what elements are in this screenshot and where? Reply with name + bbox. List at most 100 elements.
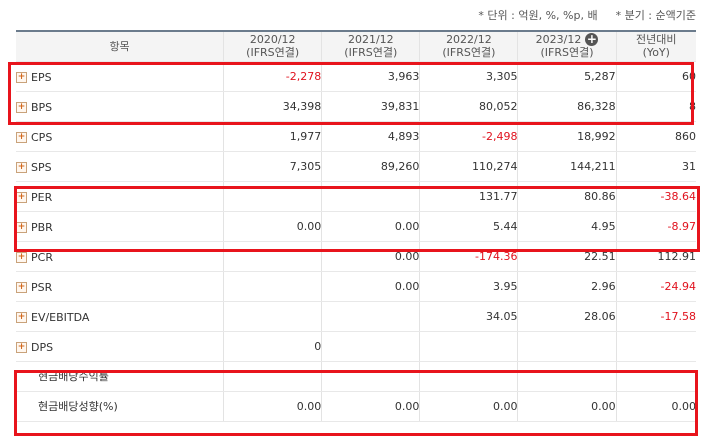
table-row: + PBR 0.00 0.00 5.44 4.95 -8.97	[16, 211, 696, 242]
row-label-cell[interactable]: + PCR	[16, 241, 225, 272]
value-cell: 0.00	[321, 241, 421, 272]
table-row: 현금배당수익률	[16, 361, 696, 392]
value-cell: 112.91	[616, 241, 696, 272]
row-label-cell[interactable]: + EPS	[16, 61, 225, 92]
value-cell: 110,274	[419, 151, 519, 182]
value-cell: -24.94	[616, 271, 696, 302]
row-label: SPS	[31, 160, 52, 174]
value-cell: 22.51	[517, 241, 617, 272]
col-header-2023: 2023/12 + (IFRS연결)	[517, 30, 617, 62]
row-label-cell[interactable]: + DPS	[16, 331, 225, 362]
row-label-wrap: + PSR	[16, 281, 52, 294]
value-cell: 60	[616, 61, 696, 92]
expand-plus-icon[interactable]: +	[16, 71, 27, 83]
row-label-wrap: + SPS	[16, 161, 52, 174]
value-cell	[616, 331, 696, 362]
expand-plus-icon[interactable]: +	[16, 191, 27, 203]
value-cell: 80,052	[419, 91, 519, 122]
value-cell: -174.36	[419, 241, 519, 272]
row-label: EPS	[31, 70, 52, 84]
row-label: PCR	[31, 250, 53, 264]
item-header: 항목	[16, 30, 225, 62]
row-label: BPS	[31, 100, 53, 114]
col-basis: (IFRS연결)	[540, 46, 594, 60]
expand-plus-icon[interactable]: +	[16, 281, 27, 293]
value-cell	[321, 331, 421, 362]
value-cell: 28.06	[517, 301, 617, 332]
value-cell: -17.58	[616, 301, 696, 332]
value-cell: 0.00	[321, 211, 421, 242]
add-column-icon[interactable]: +	[585, 32, 599, 47]
row-label: PSR	[31, 280, 53, 294]
row-label-wrap: + CPS	[16, 131, 52, 144]
row-label-cell[interactable]: + SPS	[16, 151, 225, 182]
value-cell: 7,305	[223, 151, 323, 182]
row-label-wrap: + PCR	[16, 251, 53, 264]
value-cell	[616, 361, 696, 392]
value-cell: -38.64	[616, 181, 696, 212]
table-row: 현금배당성향(%) 0.00 0.00 0.00 0.00 0.00	[16, 391, 696, 422]
row-label-cell[interactable]: + BPS	[16, 91, 225, 122]
value-cell: 0.00	[419, 391, 519, 422]
row-label-cell[interactable]: + PBR	[16, 211, 225, 242]
row-label-cell[interactable]: + PSR	[16, 271, 225, 302]
row-label: DPS	[31, 340, 54, 354]
value-cell: 39,831	[321, 91, 421, 122]
col-period: 2023/12	[535, 33, 582, 47]
expand-plus-icon[interactable]: +	[16, 341, 27, 353]
value-cell: 2.96	[517, 271, 617, 302]
expand-plus-icon[interactable]: +	[16, 251, 27, 263]
expand-plus-icon[interactable]: +	[16, 131, 27, 143]
value-cell: 8	[616, 91, 696, 122]
row-label: 현금배당수익률	[38, 370, 109, 383]
value-cell	[321, 361, 421, 392]
table-row: + BPS 34,398 39,831 80,052 86,328 8	[16, 91, 696, 122]
row-label-cell[interactable]: + CPS	[16, 121, 225, 152]
value-cell: 0.00	[321, 271, 421, 302]
unit-notes: * 단위 : 억원, %, %p, 배 * 분기 : 순액기준	[478, 6, 696, 24]
table-row: + PCR 0.00 -174.36 22.51 112.91	[16, 241, 696, 272]
value-cell: 5,287	[517, 61, 617, 92]
value-cell	[419, 331, 519, 362]
value-cell: 3,963	[321, 61, 421, 92]
value-cell: 80.86	[517, 181, 617, 212]
value-cell: 3,305	[419, 61, 519, 92]
row-label-wrap: 현금배당성향(%)	[38, 398, 118, 414]
col-header-2021: 2021/12 (IFRS연결)	[321, 30, 421, 62]
financial-ratio-table: 항목 2020/12 (IFRS연결) 2021/12 (IFRS연결) 202…	[16, 30, 696, 422]
value-cell: 0	[223, 331, 323, 362]
row-label-cell: 현금배당수익률	[16, 361, 225, 392]
col-basis: (IFRS연결)	[344, 46, 398, 60]
unit-note: * 단위 : 억원, %, %p, 배	[478, 9, 598, 22]
row-label-wrap: + DPS	[16, 341, 53, 354]
col-header-2020: 2020/12 (IFRS연결)	[223, 30, 323, 62]
table-row: + SPS 7,305 89,260 110,274 144,211 31	[16, 151, 696, 182]
table-row: + PER 131.77 80.86 -38.64	[16, 181, 696, 212]
expand-plus-icon[interactable]: +	[16, 161, 27, 173]
value-cell	[321, 181, 421, 212]
expand-plus-icon[interactable]: +	[16, 221, 27, 233]
value-cell: 86,328	[517, 91, 617, 122]
value-cell: 0.00	[616, 391, 696, 422]
basis-note: * 분기 : 순액기준	[615, 9, 696, 22]
value-cell: -2,278	[223, 61, 323, 92]
row-label-cell[interactable]: + PER	[16, 181, 225, 212]
value-cell: 4.95	[517, 211, 617, 242]
col-period: 2021/12	[347, 33, 394, 47]
header-row: 항목 2020/12 (IFRS연결) 2021/12 (IFRS연결) 202…	[16, 30, 696, 62]
expand-plus-icon[interactable]: +	[16, 101, 27, 113]
value-cell: 89,260	[321, 151, 421, 182]
row-label-cell[interactable]: + EV/EBITDA	[16, 301, 225, 332]
col-period: 전년대비	[636, 33, 677, 47]
value-cell	[517, 361, 617, 392]
value-cell	[419, 361, 519, 392]
col-basis: (YoY)	[642, 46, 670, 60]
expand-plus-icon[interactable]: +	[16, 311, 27, 323]
value-cell: 3.95	[419, 271, 519, 302]
row-label-wrap: + PER	[16, 191, 52, 204]
value-cell: 4,893	[321, 121, 421, 152]
row-label: PBR	[31, 220, 53, 234]
value-cell: 0.00	[517, 391, 617, 422]
row-label: 현금배당성향(%)	[38, 400, 118, 413]
row-label-wrap: + BPS	[16, 101, 52, 114]
